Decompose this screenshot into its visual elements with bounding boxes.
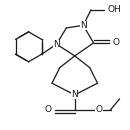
Text: O: O bbox=[96, 105, 103, 114]
Text: O: O bbox=[44, 105, 51, 114]
Text: O: O bbox=[112, 38, 119, 47]
Text: N: N bbox=[71, 90, 78, 99]
Text: N: N bbox=[80, 21, 87, 30]
Text: OH: OH bbox=[107, 5, 121, 14]
Text: N: N bbox=[53, 40, 60, 49]
